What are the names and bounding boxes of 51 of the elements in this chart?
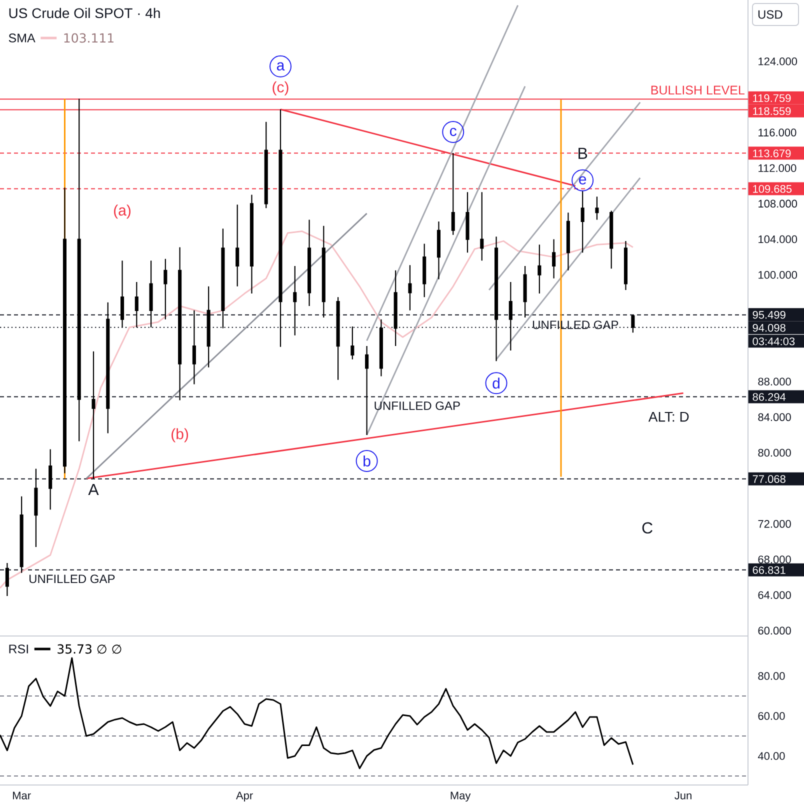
ref-line-label: 77.068: [752, 475, 786, 483]
ref-line-label: 95.499: [752, 310, 786, 319]
annotation: (b): [172, 428, 188, 442]
annotation: a: [276, 62, 285, 71]
annotation: ALT: D: [648, 412, 689, 422]
ref-line-label: 118.559: [753, 107, 791, 116]
y-tick-label: 112.000: [758, 164, 796, 172]
ref-line-label: 113.679: [753, 150, 791, 158]
y-tick-label: 108.000: [758, 200, 798, 208]
annotation: b: [364, 455, 370, 466]
x-tick-label: Mar: [13, 792, 31, 800]
annotation: 103.111: [64, 33, 114, 43]
y-tick-label: 100.000: [758, 270, 798, 279]
y-tick-label: 68.000: [758, 556, 791, 564]
y-tick-label: 80.00: [758, 672, 785, 680]
y-tick-label: 60.000: [758, 626, 791, 635]
y-tick-label: 104.000: [758, 235, 798, 244]
y-tick-label: 84.000: [758, 413, 791, 422]
annotation: UNFILLED GAP: [30, 574, 115, 584]
y-tick-label: 80.000: [758, 448, 791, 457]
annotation: C: [642, 522, 652, 534]
y-tick-label: 124.000: [758, 57, 798, 66]
y-tick-label: 116.000: [758, 128, 796, 136]
ref-line-label: 66.831: [752, 566, 786, 574]
ref-line-label: 94.098: [752, 324, 786, 332]
legend-label: SMA: [8, 34, 36, 42]
ref-line-label: 86.294: [752, 393, 786, 401]
annotation: d: [492, 378, 500, 389]
legend-label: RSI: [9, 644, 28, 654]
ref-line-label: 119.759: [753, 94, 791, 102]
y-tick-label: 72.000: [758, 520, 791, 528]
x-tick-label: Jun: [674, 792, 692, 800]
y-tick-label: 60.00: [758, 712, 785, 720]
annotation: (a): [114, 204, 130, 219]
y-tick-label: 88.000: [758, 378, 791, 386]
y-axis-title: USD: [758, 10, 782, 19]
annotation: 35.73 ∅ ∅: [58, 644, 122, 654]
annotation: e: [579, 176, 586, 184]
y-tick-label: 40.00: [758, 752, 785, 760]
x-tick-label: May: [450, 792, 471, 802]
annotation: UNFILLED GAP: [374, 402, 460, 410]
text: 03:44:03: [752, 337, 795, 346]
ref-line-label: 109.685: [753, 185, 792, 193]
annotation: A: [88, 484, 99, 496]
y-tick-label: 64.000: [758, 591, 791, 599]
x-tick-label: Apr: [236, 792, 253, 802]
annotation: (c): [272, 81, 288, 96]
annotation: c: [450, 128, 456, 136]
chart-title: US Crude Oil SPOT · 4h: [9, 8, 160, 18]
annotation: B: [578, 148, 588, 159]
annotation: BULLISH LEVEL: [651, 86, 744, 95]
